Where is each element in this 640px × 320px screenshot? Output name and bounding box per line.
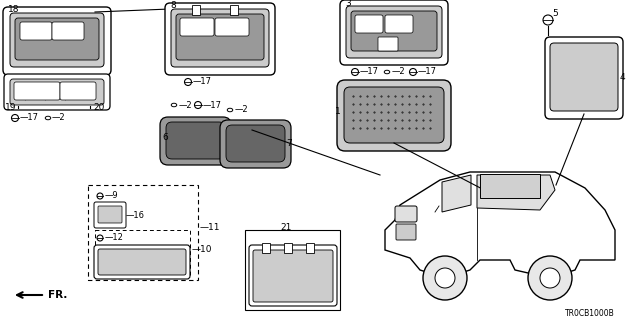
Text: 5: 5 [552,10,557,19]
Circle shape [66,38,74,46]
Polygon shape [477,175,555,210]
FancyBboxPatch shape [180,18,214,36]
FancyBboxPatch shape [176,14,264,60]
FancyBboxPatch shape [545,37,623,119]
Text: —2: —2 [52,114,66,123]
FancyBboxPatch shape [226,125,285,162]
FancyBboxPatch shape [396,224,416,240]
Circle shape [435,268,455,288]
Text: —17: —17 [203,100,222,109]
FancyBboxPatch shape [253,250,333,302]
Text: —17: —17 [20,114,39,123]
Circle shape [156,257,166,267]
Text: —9: —9 [105,191,118,201]
FancyBboxPatch shape [165,3,275,75]
Text: TR0CB1000B: TR0CB1000B [565,308,615,317]
Text: —2: —2 [392,68,406,76]
Bar [192,5,200,15]
Text: 21: 21 [280,223,291,233]
FancyBboxPatch shape [355,15,383,33]
FancyBboxPatch shape [249,245,337,306]
FancyBboxPatch shape [94,202,126,228]
Bar [230,5,238,15]
FancyBboxPatch shape [220,120,291,168]
Bar [262,243,270,253]
FancyBboxPatch shape [340,0,448,65]
Circle shape [102,257,112,267]
Text: 8: 8 [170,2,176,11]
FancyBboxPatch shape [10,13,104,67]
FancyBboxPatch shape [378,37,398,51]
Text: 6: 6 [162,133,168,142]
Text: —10: —10 [192,245,212,254]
Text: 20: 20 [93,103,104,113]
Polygon shape [442,175,471,212]
Circle shape [228,36,236,44]
Circle shape [528,256,572,300]
FancyBboxPatch shape [346,6,442,58]
FancyBboxPatch shape [337,80,451,151]
Circle shape [556,60,576,80]
Text: 4: 4 [620,74,626,83]
FancyBboxPatch shape [215,18,249,36]
Circle shape [282,265,296,279]
Text: —17: —17 [193,77,212,86]
Text: 3: 3 [345,0,351,9]
Circle shape [260,265,274,279]
Circle shape [138,257,148,267]
Bar [284,243,292,253]
Circle shape [540,268,560,288]
FancyBboxPatch shape [94,245,190,279]
FancyBboxPatch shape [98,206,122,223]
Text: —16: —16 [126,211,145,220]
Text: 18: 18 [8,5,19,14]
Text: —11: —11 [200,223,221,233]
FancyBboxPatch shape [20,22,52,40]
FancyBboxPatch shape [385,15,413,33]
FancyBboxPatch shape [4,74,110,110]
Text: FR.: FR. [48,290,67,300]
Circle shape [194,36,202,44]
Circle shape [32,38,40,46]
Text: —17: —17 [360,68,379,76]
Text: —2: —2 [235,106,248,115]
Bar [88,185,198,280]
FancyBboxPatch shape [10,79,104,105]
Text: 7: 7 [286,140,292,148]
Text: —17: —17 [418,68,437,76]
Bar [480,174,540,198]
Text: 19: 19 [5,103,17,113]
Bar [306,243,314,253]
FancyBboxPatch shape [52,22,84,40]
Circle shape [423,256,467,300]
FancyBboxPatch shape [3,7,111,75]
Text: —2: —2 [179,100,193,109]
FancyBboxPatch shape [171,9,269,67]
Circle shape [120,257,130,267]
FancyBboxPatch shape [160,117,231,165]
FancyBboxPatch shape [60,82,96,100]
FancyBboxPatch shape [344,87,444,143]
FancyBboxPatch shape [15,18,99,60]
Circle shape [582,60,602,80]
Circle shape [304,265,318,279]
Circle shape [571,82,587,98]
FancyBboxPatch shape [14,82,60,100]
FancyBboxPatch shape [395,206,417,222]
FancyBboxPatch shape [98,249,186,275]
FancyBboxPatch shape [550,43,618,111]
Polygon shape [385,172,615,278]
Text: 1: 1 [335,108,340,116]
FancyBboxPatch shape [351,11,437,51]
Bar [245,230,340,310]
Text: —12: —12 [105,234,124,243]
FancyBboxPatch shape [166,122,225,159]
Bar [95,230,190,275]
